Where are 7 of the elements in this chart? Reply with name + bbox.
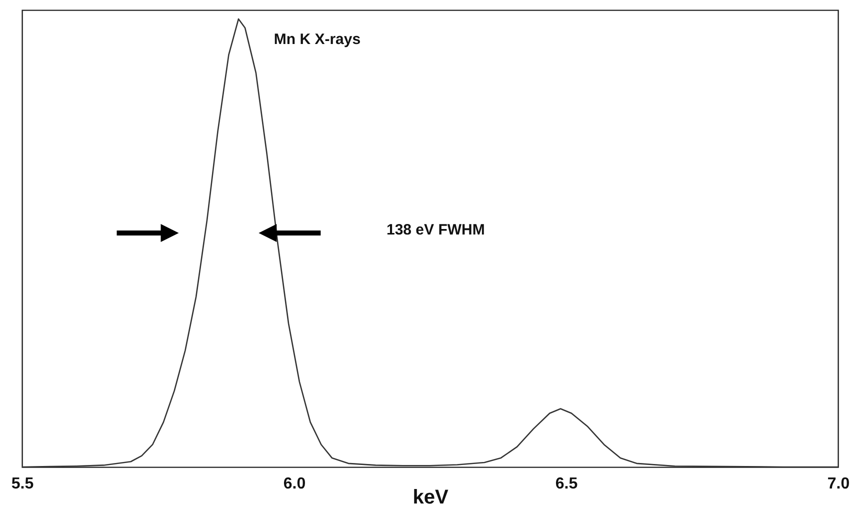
annotation: Mn K X-rays [274,31,361,48]
x-axis-title: keV [412,486,449,508]
annotation: 138 eV FWHM [386,222,485,239]
x-tick-label: 6.5 [555,476,578,492]
x-tick-label: 7.0 [827,476,850,492]
x-tick-label: 5.5 [11,476,34,492]
x-tick-label: 6.0 [283,476,306,492]
